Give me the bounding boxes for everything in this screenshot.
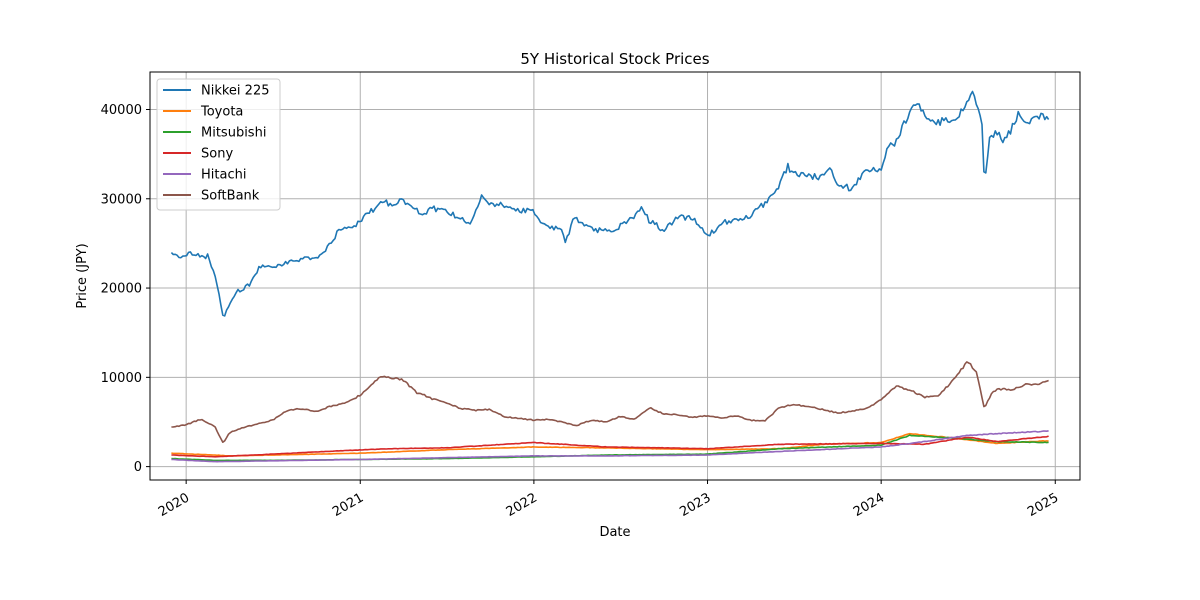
x-axis-label: Date: [599, 525, 630, 540]
series-line-nikkei-225: [170, 90, 1050, 317]
series-line-toyota: [171, 432, 1049, 457]
legend-label: SoftBank: [201, 189, 260, 204]
legend: Nikkei 225 Toyota Mitsubishi Sony Hitachi Sof…: [156, 78, 281, 211]
y-axis-ticks: 0 10000 20000 30000 40000: [101, 103, 150, 475]
y-tick-label: 0: [134, 460, 142, 475]
series-line-softbank: [171, 361, 1049, 444]
series-line-hitachi: [171, 430, 1049, 463]
chart-title: 5Y Historical Stock Prices: [520, 50, 709, 68]
legend-label: Nikkei 225: [201, 84, 270, 99]
legend-items: Nikkei 225 Toyota Mitsubishi Sony Hitachi Sof…: [163, 84, 270, 204]
legend-label: Hitachi: [201, 168, 246, 183]
y-tick-label: 10000: [101, 371, 142, 386]
plot-frame: [149, 71, 1081, 481]
legend-label: Mitsubishi: [201, 126, 266, 141]
y-axis-label: Price (JPY): [75, 243, 90, 308]
y-tick-label: 20000: [101, 282, 142, 297]
y-tick-label: 40000: [101, 103, 142, 118]
series-lines: [170, 90, 1050, 463]
legend-label: Sony: [201, 147, 233, 162]
legend-label: Toyota: [200, 105, 243, 120]
y-tick-label: 30000: [101, 192, 142, 207]
grid-lines: [150, 72, 1080, 480]
